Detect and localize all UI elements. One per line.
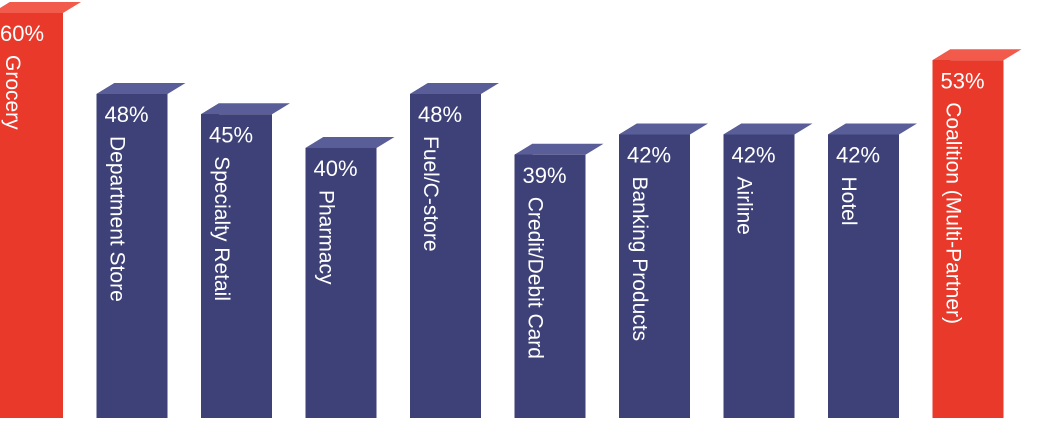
category-label: Credit/Debit Card (524, 197, 547, 359)
category-label: Grocery (1, 55, 24, 130)
bar-group: 42% Hotel (828, 123, 917, 418)
value-label: 45% (209, 122, 253, 147)
category-label: Banking Products (628, 177, 651, 342)
value-label: 42% (627, 143, 671, 168)
category-label: Airline (733, 177, 756, 235)
category-label: Fuel/C-store (419, 136, 442, 252)
bar (0, 13, 63, 418)
bar (201, 114, 272, 418)
category-label: Specialty Retail (210, 156, 233, 301)
bar-top (0, 2, 81, 13)
value-label: 48% (105, 102, 149, 127)
bar-group: 45% Specialty Retail (201, 103, 290, 418)
bar (514, 154, 586, 418)
bar-group: 48% Fuel/C-store (410, 83, 499, 418)
bar-top (96, 83, 186, 94)
bar-top (201, 103, 290, 115)
category-label: Pharmacy (315, 190, 338, 285)
category-label: Hotel (837, 177, 860, 226)
bar-top (723, 123, 813, 135)
bar (619, 134, 690, 418)
value-label: 39% (523, 163, 567, 188)
category-label: Coalition (Multi-Partner) (942, 102, 965, 324)
value-label: 53% (941, 68, 985, 93)
bar-top (305, 137, 395, 148)
bar-group: 53% Coalition (Multi-Partner) (932, 49, 1022, 418)
value-label: 42% (836, 143, 880, 168)
bar-group: 48% Department Store (96, 83, 186, 418)
bar (305, 148, 377, 418)
bar-top (828, 123, 917, 135)
bar (828, 134, 899, 418)
bar (96, 94, 168, 418)
value-label: 42% (732, 143, 776, 168)
value-label: 48% (418, 102, 462, 127)
bar-top (410, 83, 499, 94)
bar (410, 94, 481, 418)
bar (723, 134, 795, 418)
bar-top (619, 123, 708, 135)
bar (932, 60, 1004, 418)
bar-group: 40% Pharmacy (305, 137, 395, 418)
bar-top (932, 49, 1022, 61)
category-label: Department Store (106, 136, 129, 302)
bar-top (514, 143, 604, 155)
bar-group: 39% Credit/Debit Card (514, 143, 604, 418)
bar-group: 42% Banking Products (619, 123, 708, 418)
bar-group: 60% Grocery (0, 2, 81, 418)
value-label: 60% (0, 21, 44, 46)
bar-group: 42% Airline (723, 123, 813, 418)
value-label: 40% (314, 156, 358, 181)
